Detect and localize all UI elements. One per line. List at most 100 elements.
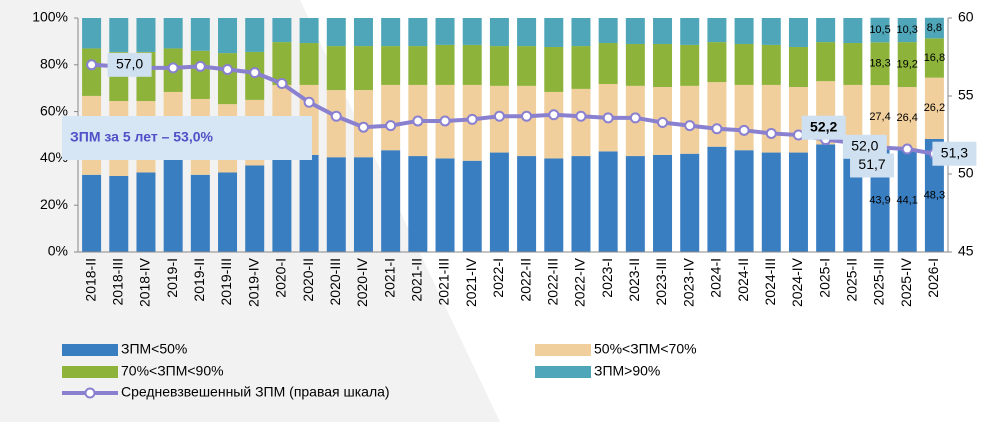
y2-tick-label: 45 — [958, 243, 974, 259]
bar-segment — [381, 84, 401, 151]
bar-segment — [381, 18, 401, 47]
value-label-box — [801, 115, 846, 140]
bar-segment — [462, 44, 482, 85]
bar-segment — [761, 18, 781, 45]
x-tick-label: 2020-III — [327, 258, 343, 305]
bar-segment — [190, 174, 210, 252]
bar-segment — [109, 18, 129, 52]
bar-segment — [299, 154, 319, 252]
x-tick-label: 2023-IV — [680, 257, 696, 307]
line-marker — [684, 120, 696, 132]
bar-segment — [381, 46, 401, 85]
value-label: 51,7 — [858, 156, 885, 172]
legend-label: Средневзвешенный ЗПМ (правая шкала) — [121, 384, 390, 400]
bar-segment — [245, 18, 265, 52]
segment-label: 27,4 — [869, 111, 890, 123]
bar-segment — [734, 43, 754, 85]
bar-segment — [326, 46, 346, 91]
bar-segment — [571, 156, 591, 252]
bar-segment — [625, 156, 645, 252]
segment-label: 48,3 — [924, 189, 945, 201]
x-tick-label: 2023-III — [653, 258, 669, 305]
x-tick-label: 2022-IV — [572, 257, 588, 307]
segment-label: 44,1 — [897, 194, 918, 206]
bar-segment — [218, 172, 238, 252]
line-marker — [711, 123, 723, 135]
x-tick-label: 2020-IV — [354, 257, 370, 307]
bar-segment — [598, 18, 618, 44]
x-tick-label: 2023-II — [626, 258, 642, 302]
bar-segment — [408, 156, 428, 252]
legend-marker — [84, 387, 96, 399]
x-tick-label: 2026-I — [925, 258, 941, 298]
bar-segment — [788, 152, 808, 252]
x-tick-label: 2021-II — [409, 258, 425, 302]
line-marker — [521, 110, 533, 122]
bar-segment — [707, 18, 727, 43]
bar-segment — [734, 150, 754, 252]
segment-label: 26,2 — [924, 102, 945, 114]
bar-segment — [843, 43, 863, 85]
bar-segment — [734, 84, 754, 151]
bar-segment — [707, 82, 727, 147]
bar-segment — [218, 53, 238, 105]
legend-swatch — [535, 366, 591, 378]
line-marker — [86, 59, 98, 71]
x-tick-label: 2021-I — [381, 258, 397, 298]
x-tick-label: 2024-II — [735, 258, 751, 302]
bar-segment — [462, 160, 482, 252]
segment-label: 16,8 — [924, 52, 945, 64]
x-tick-label: 2022-III — [544, 258, 560, 305]
x-tick-label: 2018-IV — [137, 257, 153, 307]
segment-label: 19,2 — [897, 58, 918, 70]
bar-segment — [897, 87, 917, 149]
bar-segment — [353, 46, 373, 91]
bar-segment — [517, 46, 537, 86]
bar-segment — [109, 175, 129, 252]
line-marker — [901, 143, 913, 155]
bar-segment — [816, 18, 836, 43]
bar-segment — [245, 165, 265, 252]
bar-segment — [190, 18, 210, 51]
line-marker — [276, 78, 288, 90]
bar-segment — [788, 47, 808, 88]
y2-tick-label: 60 — [958, 9, 974, 25]
bar-segment — [517, 18, 537, 47]
segment-label: 26,4 — [897, 112, 918, 124]
x-tick-label: 2024-IV — [789, 257, 805, 307]
bar-segment — [680, 153, 700, 252]
line-marker — [657, 117, 669, 129]
bar-segment — [218, 18, 238, 54]
bar-segment — [435, 18, 455, 45]
bar-segment — [163, 158, 183, 252]
bar-segment — [544, 158, 564, 252]
bar-segment — [163, 18, 183, 49]
bar-segment — [381, 150, 401, 252]
bar-segment — [571, 46, 591, 89]
bar-segment — [136, 18, 156, 52]
bar-segment — [816, 42, 836, 82]
bar-segment — [734, 18, 754, 44]
bar-segment — [680, 18, 700, 45]
line-marker — [765, 127, 777, 139]
y-tick-label: 20% — [40, 196, 68, 212]
bar-segment — [897, 18, 917, 43]
x-tick-label: 2024-I — [708, 258, 724, 298]
y-tick-label: 60% — [40, 102, 68, 118]
bar-segment — [299, 43, 319, 85]
bar-segment — [190, 50, 210, 99]
bar-segment — [788, 18, 808, 48]
value-label-box — [107, 52, 152, 77]
bar-segment — [870, 17, 890, 43]
bar-segment — [625, 43, 645, 86]
bar-segment — [489, 46, 509, 86]
segment-label: 10,3 — [897, 24, 918, 36]
bar-segment — [489, 18, 509, 47]
bar-segment — [272, 18, 292, 43]
bar-segment — [435, 158, 455, 252]
x-tick-label: 2025-I — [816, 258, 832, 298]
bar-segment — [924, 138, 944, 252]
legend-swatch — [62, 344, 118, 356]
bar-segment — [843, 84, 863, 148]
bar-segment — [272, 158, 292, 252]
